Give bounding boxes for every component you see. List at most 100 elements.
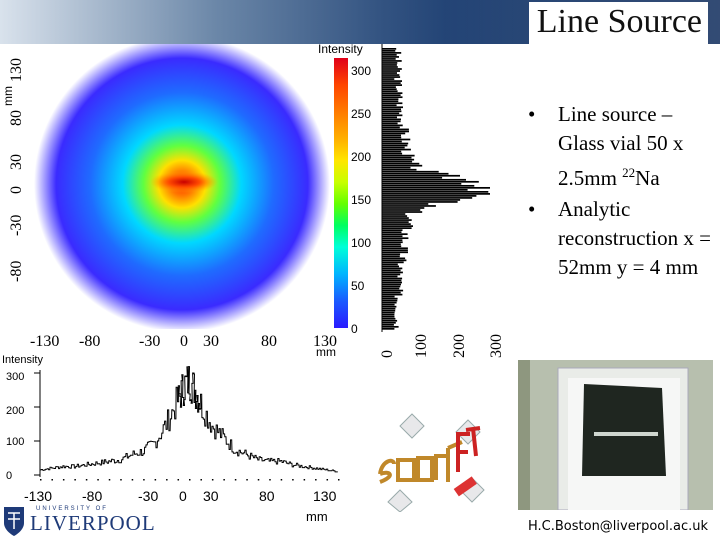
vproj-bar (382, 110, 402, 113)
vproj-bar (382, 319, 398, 322)
vproj-bar (382, 245, 402, 248)
hproj-xtick-mark (280, 479, 283, 481)
vproj-bar (382, 98, 399, 101)
liverpool-logo-main: LIVERPOOL (30, 511, 156, 535)
vproj-bar (382, 243, 401, 246)
vproj-bar (382, 215, 408, 217)
vproj-bar (382, 225, 413, 227)
vproj-bar (382, 321, 396, 324)
vproj-bar (382, 112, 400, 115)
vproj-bar (382, 184, 475, 187)
hproj-xtick-mark (51, 479, 53, 481)
vproj-bar (382, 178, 466, 181)
vproj-bar (382, 209, 421, 211)
vproj-bar (382, 52, 402, 54)
hproj-xtick-mark (108, 479, 111, 481)
hproj-xtick: -80 (82, 488, 103, 504)
detector-photo-drawing (518, 360, 713, 511)
hproj-xtick-mark (85, 479, 88, 481)
vproj-bar (382, 269, 401, 272)
hproj-ytick: 300 (6, 371, 25, 383)
vproj-bar (382, 297, 398, 300)
vproj-bar (382, 86, 396, 88)
vproj-bar (382, 223, 411, 225)
heatmap-xtick: -30 (139, 333, 161, 350)
vproj-bar (382, 126, 400, 129)
vproj-bar (382, 289, 404, 292)
vproj-bar (382, 156, 412, 159)
vproj-bar (382, 100, 399, 103)
hproj-xtick-mark (246, 479, 248, 481)
vproj-bar (382, 122, 398, 125)
hproj-xtick-mark (234, 479, 237, 481)
vproj-bar (382, 174, 460, 177)
vproj-bar (382, 189, 468, 191)
vproj-bar (382, 281, 402, 284)
vproj-bar (382, 233, 408, 236)
vproj-bar (382, 68, 402, 70)
colorbar-tick: 100 (351, 236, 372, 250)
vproj-bar (382, 128, 409, 131)
vproj-bar (382, 120, 401, 123)
hproj-x-dots (40, 479, 340, 481)
vproj-bar (382, 219, 412, 221)
vproj-bar (382, 261, 404, 264)
vproj-bar (382, 94, 401, 97)
vproj-bar (382, 259, 407, 262)
vproj-bar (382, 275, 398, 278)
vproj-bar (382, 285, 401, 288)
hproj-xtick: 30 (203, 488, 219, 504)
vproj-bar (382, 315, 395, 318)
bullet-icon: • (528, 197, 536, 221)
vproj-bar (382, 313, 395, 316)
vproj-bar (382, 205, 436, 207)
horizontal-projection-plot (34, 366, 340, 481)
vproj-bar (382, 317, 396, 320)
colorbar (334, 58, 348, 328)
heatmap-xtick: 130 (313, 333, 337, 350)
vproj-bar (382, 66, 398, 68)
vproj-bar (382, 221, 409, 223)
vproj-bar (382, 182, 462, 185)
vproj-bar (382, 287, 400, 290)
vproj-bar (382, 307, 396, 310)
heatmap-ylabel: mm (1, 86, 15, 106)
vproj-bar (382, 195, 477, 197)
vproj-bar (382, 311, 395, 314)
hproj-xtick-mark (223, 479, 225, 481)
vproj-bar (382, 84, 402, 86)
vproj-bar (382, 146, 405, 149)
vproj-bar (382, 293, 403, 296)
vproj-bar (382, 176, 443, 179)
vproj-xtick: 100 (413, 334, 430, 358)
slide-title: Line Source (528, 2, 708, 44)
vproj-bar (382, 180, 479, 183)
hproj-yticks (34, 372, 40, 476)
vproj-bar (382, 102, 403, 105)
vproj-bar (382, 305, 397, 308)
hproj-xtick-mark (269, 479, 271, 481)
heatmap-ytick: 0 (8, 186, 25, 194)
vproj-bar (382, 166, 411, 169)
hproj-xtick-mark (315, 479, 317, 481)
colorbar-tick: 300 (351, 64, 372, 78)
hproj-xtick-mark (154, 479, 157, 481)
vproj-bar (382, 108, 401, 111)
vproj-bar (382, 70, 400, 72)
heatmap-ytick: -80 (8, 260, 25, 282)
vproj-bar (382, 144, 408, 147)
vproj-xtick: 200 (451, 334, 468, 358)
hproj-xtick-mark (131, 479, 134, 481)
vproj-bar (382, 217, 409, 219)
colorbar-tick: 250 (351, 107, 372, 121)
vproj-bar (382, 118, 401, 121)
hproj-xtick: -30 (138, 488, 159, 504)
vproj-bar (382, 273, 401, 276)
heatmap-xlabel: mm (316, 345, 336, 359)
colorbar-tick: 200 (351, 150, 372, 164)
hproj-xtick: -130 (24, 488, 53, 504)
vproj-bar (382, 76, 401, 78)
vertical-projection-plot (381, 44, 490, 332)
hproj-xtick-mark (338, 479, 340, 481)
contact-email: H.C.Boston@liverpool.ac.uk (527, 519, 708, 534)
